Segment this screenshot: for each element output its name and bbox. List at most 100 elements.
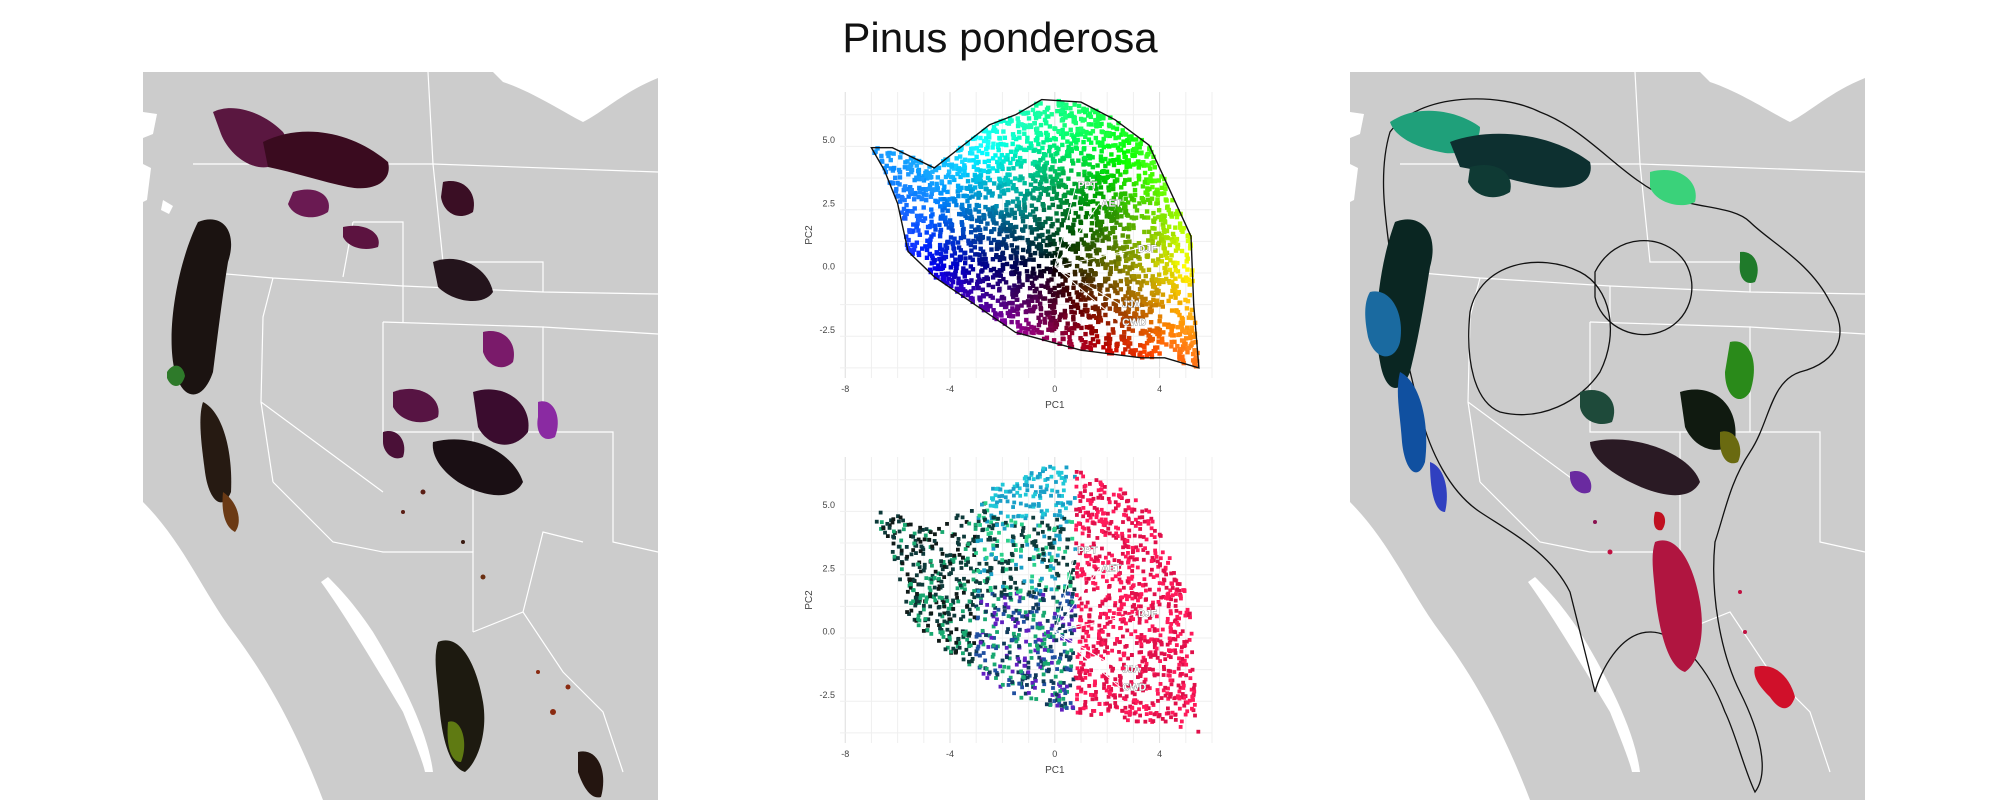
data-point [938, 259, 944, 264]
data-point [1054, 211, 1059, 216]
data-point [1119, 561, 1124, 565]
data-point [1039, 272, 1044, 277]
data-point [956, 245, 962, 250]
data-point [1134, 297, 1139, 302]
data-point [1122, 181, 1127, 187]
data-point [1099, 219, 1105, 225]
data-point [1085, 600, 1090, 605]
data-point [1077, 109, 1082, 114]
data-point [1043, 659, 1048, 664]
data-point [1038, 588, 1043, 593]
data-point [1150, 701, 1155, 706]
data-point [1149, 354, 1155, 360]
data-point [964, 520, 969, 524]
data-point [947, 559, 952, 564]
data-point [1022, 262, 1028, 267]
data-point [1090, 241, 1095, 246]
data-point [1078, 550, 1083, 555]
data-point [1160, 550, 1165, 555]
y-axis-title: PC2 [804, 590, 815, 610]
data-point [1078, 257, 1083, 262]
data-point [1084, 284, 1089, 289]
data-point [1055, 489, 1060, 494]
data-point [1094, 515, 1099, 520]
data-point [1103, 533, 1108, 537]
data-point [891, 529, 896, 534]
data-point [1081, 474, 1086, 479]
data-point [997, 494, 1002, 499]
data-point [1083, 193, 1089, 198]
data-point [1055, 517, 1060, 522]
data-point [985, 169, 991, 175]
data-point [1027, 673, 1032, 678]
data-point [973, 192, 979, 197]
data-point [927, 186, 932, 191]
data-point [990, 166, 996, 171]
data-point [1066, 190, 1071, 195]
x-tick-label: 4 [1157, 384, 1162, 394]
data-point [1113, 701, 1118, 705]
data-point [988, 535, 992, 540]
data-point [1000, 669, 1005, 674]
data-point [1069, 188, 1075, 193]
data-point [976, 615, 980, 620]
data-point [1015, 196, 1020, 202]
data-point [992, 181, 997, 186]
data-point [1072, 136, 1077, 141]
data-point [1128, 555, 1133, 560]
data-point [1082, 155, 1088, 161]
loading-vector [1054, 631, 1121, 688]
data-point [1068, 683, 1073, 688]
data-point [1059, 527, 1064, 531]
data-point [1025, 613, 1030, 617]
data-point [1010, 292, 1015, 297]
data-point [1128, 709, 1132, 714]
data-point [1081, 295, 1086, 300]
data-point [994, 221, 999, 226]
data-point [1138, 343, 1143, 348]
data-point [949, 283, 954, 289]
data-point [1188, 615, 1192, 620]
data-point [1066, 667, 1071, 672]
data-point [1058, 158, 1063, 163]
data-point [1123, 697, 1128, 701]
data-point [1166, 207, 1171, 213]
data-point [1079, 548, 1084, 553]
data-point [1144, 312, 1149, 318]
data-point [1113, 243, 1118, 249]
data-point [975, 534, 980, 539]
data-point [955, 171, 960, 177]
data-point [1095, 536, 1100, 540]
data-point [955, 189, 961, 194]
data-point [914, 573, 919, 578]
data-point [1102, 625, 1107, 629]
data-point [1025, 135, 1030, 141]
data-point [1161, 330, 1166, 335]
data-point [1111, 158, 1116, 163]
data-point [995, 273, 1000, 278]
data-point [978, 184, 983, 189]
data-point [1148, 572, 1153, 577]
data-point [1019, 110, 1024, 115]
data-point [1048, 318, 1054, 323]
data-point [1122, 715, 1127, 720]
data-point [1064, 519, 1069, 524]
data-point [1014, 255, 1019, 260]
data-point [957, 542, 961, 547]
data-point [1140, 310, 1146, 315]
data-point [1133, 348, 1138, 353]
data-point [1120, 619, 1125, 624]
data-point [1077, 639, 1082, 644]
data-point [1070, 576, 1075, 581]
data-point [1185, 607, 1190, 612]
data-point [942, 611, 947, 616]
data-point [970, 592, 975, 596]
data-point [1001, 159, 1006, 164]
data-point [1068, 304, 1074, 310]
data-point [1185, 256, 1190, 261]
data-point [1110, 668, 1115, 673]
data-point [925, 172, 930, 177]
data-point [1003, 280, 1009, 285]
data-point [1124, 538, 1129, 543]
data-point [1168, 588, 1173, 593]
